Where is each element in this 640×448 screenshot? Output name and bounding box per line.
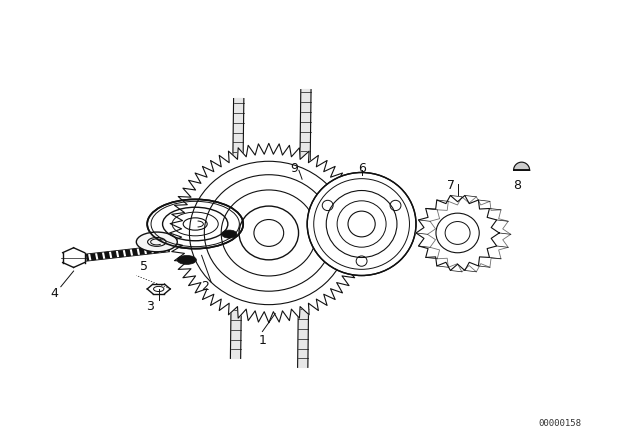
Ellipse shape xyxy=(424,202,492,264)
Text: 1: 1 xyxy=(259,334,266,347)
Text: 4: 4 xyxy=(51,287,58,300)
Ellipse shape xyxy=(177,255,196,264)
Ellipse shape xyxy=(307,172,416,276)
Ellipse shape xyxy=(436,213,479,253)
Polygon shape xyxy=(170,143,368,323)
Polygon shape xyxy=(416,195,499,271)
Text: 9: 9 xyxy=(291,161,298,175)
Text: 3: 3 xyxy=(147,300,154,314)
Polygon shape xyxy=(230,99,244,358)
Text: 5: 5 xyxy=(140,260,148,273)
Ellipse shape xyxy=(221,230,237,238)
Text: 8: 8 xyxy=(513,179,521,193)
Text: 00000158: 00000158 xyxy=(538,419,582,428)
Ellipse shape xyxy=(136,232,177,252)
Ellipse shape xyxy=(147,199,243,249)
Ellipse shape xyxy=(182,154,356,312)
Polygon shape xyxy=(298,90,311,367)
Text: 2: 2 xyxy=(201,280,209,293)
Text: 7: 7 xyxy=(447,179,455,193)
Text: 6: 6 xyxy=(358,161,365,175)
Polygon shape xyxy=(514,162,529,170)
